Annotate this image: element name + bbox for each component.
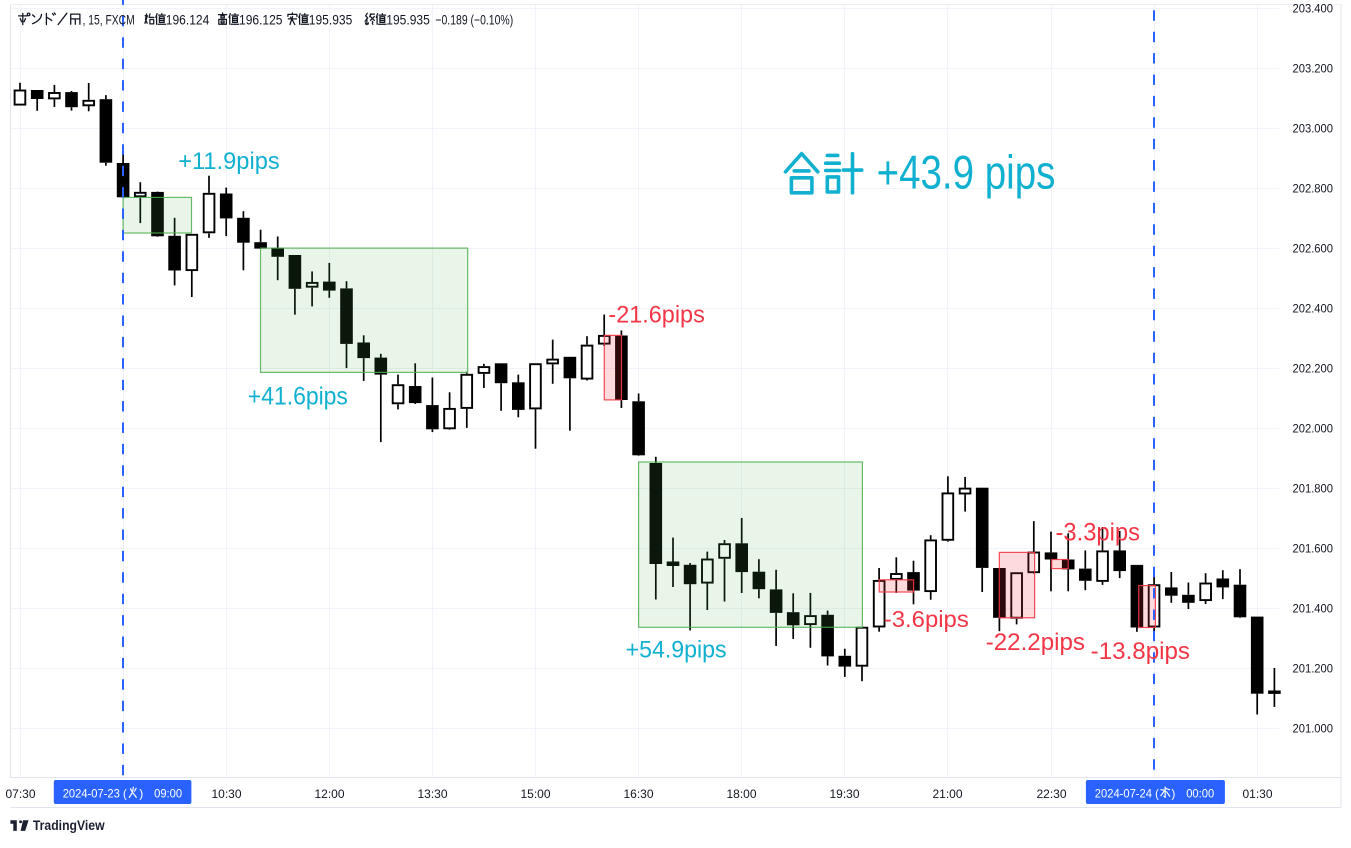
svg-text:, 15, FXCM: , 15, FXCM <box>83 13 135 28</box>
svg-text:+11.9pips: +11.9pips <box>178 148 280 175</box>
svg-text:201.600: 201.600 <box>1293 542 1334 556</box>
svg-text:201.800: 201.800 <box>1293 482 1334 496</box>
svg-text:202.600: 202.600 <box>1293 242 1334 256</box>
svg-text:202.800: 202.800 <box>1293 182 1334 196</box>
svg-text:-21.6pips: -21.6pips <box>608 301 704 328</box>
svg-text:01:30: 01:30 <box>1242 787 1272 801</box>
svg-text:195.935: 195.935 <box>386 13 430 28</box>
svg-text:-13.8pips: -13.8pips <box>1091 639 1190 665</box>
svg-text:202.200: 202.200 <box>1293 362 1334 376</box>
svg-text:15:00: 15:00 <box>520 787 550 801</box>
svg-text:−0.189 (−0.10%): −0.189 (−0.10%) <box>435 13 513 28</box>
svg-text:-3.6pips: -3.6pips <box>884 606 969 632</box>
svg-text:10:30: 10:30 <box>211 787 241 801</box>
svg-text:TradingView: TradingView <box>33 818 105 833</box>
svg-text:196.125: 196.125 <box>239 13 283 28</box>
svg-text:2024-07-23 (: 2024-07-23 ( <box>63 787 127 801</box>
svg-text:196.124: 196.124 <box>166 13 210 28</box>
svg-text:2024-07-24 (: 2024-07-24 ( <box>1095 787 1159 801</box>
svg-text:+43.9 pips: +43.9 pips <box>877 145 1056 198</box>
svg-text:-3.3pips: -3.3pips <box>1056 520 1141 547</box>
svg-text:12:00: 12:00 <box>314 787 344 801</box>
svg-text:00:00: 00:00 <box>1186 787 1214 801</box>
svg-text:18:00: 18:00 <box>726 787 756 801</box>
svg-text:19:30: 19:30 <box>829 787 859 801</box>
svg-text:+41.6pips: +41.6pips <box>248 383 348 411</box>
svg-text:201.400: 201.400 <box>1293 602 1334 616</box>
svg-text:203.400: 203.400 <box>1293 2 1334 16</box>
svg-text:13:30: 13:30 <box>417 787 447 801</box>
svg-text:09:00: 09:00 <box>154 787 182 801</box>
svg-text:16:30: 16:30 <box>623 787 653 801</box>
svg-text:203.200: 203.200 <box>1293 62 1334 76</box>
svg-text:202.000: 202.000 <box>1293 422 1334 436</box>
svg-text:): ) <box>139 787 143 801</box>
svg-text:195.935: 195.935 <box>309 13 353 28</box>
svg-text:-22.2pips: -22.2pips <box>986 629 1085 656</box>
svg-text:+54.9pips: +54.9pips <box>626 637 727 664</box>
svg-text:201.200: 201.200 <box>1293 662 1334 676</box>
svg-text:22:30: 22:30 <box>1036 787 1066 801</box>
svg-text:202.400: 202.400 <box>1293 302 1334 316</box>
svg-text:21:00: 21:00 <box>932 787 962 801</box>
svg-text:203.000: 203.000 <box>1293 122 1334 136</box>
svg-text:07:30: 07:30 <box>5 787 35 801</box>
svg-text:201.000: 201.000 <box>1293 722 1334 736</box>
svg-text:): ) <box>1171 787 1175 801</box>
